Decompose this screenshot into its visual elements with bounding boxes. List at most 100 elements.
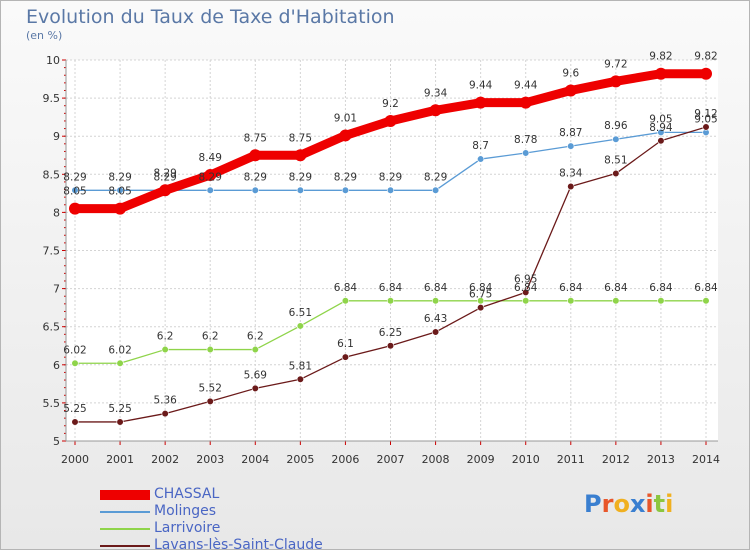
data-label: 8.96 bbox=[604, 120, 628, 132]
data-point bbox=[429, 104, 442, 117]
data-label: 8.29 bbox=[244, 171, 267, 183]
legend-swatch-chassal bbox=[100, 490, 150, 500]
data-point bbox=[206, 186, 214, 194]
data-label: 9.01 bbox=[334, 112, 357, 124]
data-label: 9.82 bbox=[649, 51, 672, 63]
data-label: 6.84 bbox=[514, 282, 538, 294]
data-label: 5.69 bbox=[244, 369, 267, 381]
data-label: 8.29 bbox=[334, 171, 357, 183]
data-label: 6.51 bbox=[289, 307, 312, 319]
data-point bbox=[206, 397, 214, 405]
data-label: 6.2 bbox=[157, 331, 174, 343]
data-label: 9.05 bbox=[694, 113, 717, 125]
data-label: 8.94 bbox=[649, 122, 673, 134]
y-tick-label: 10 bbox=[46, 54, 60, 67]
data-point bbox=[71, 418, 79, 426]
data-label: 6.84 bbox=[559, 282, 583, 294]
data-point bbox=[116, 418, 124, 426]
data-label: 6.84 bbox=[649, 282, 673, 294]
data-label: 9.82 bbox=[694, 51, 717, 63]
data-label: 9.72 bbox=[604, 58, 627, 70]
data-label: 9.44 bbox=[469, 80, 493, 92]
data-label: 8.29 bbox=[153, 167, 176, 179]
data-point bbox=[654, 67, 667, 80]
data-point bbox=[522, 288, 530, 297]
data-point bbox=[161, 345, 169, 354]
x-tick-label: 2004 bbox=[241, 453, 269, 466]
data-label: 5.36 bbox=[153, 395, 177, 407]
data-label: 5.25 bbox=[63, 403, 86, 415]
y-tick-label: 7.5 bbox=[43, 245, 61, 258]
y-tick-label: 9.5 bbox=[43, 92, 61, 105]
data-point bbox=[251, 345, 259, 354]
data-label: 8.7 bbox=[472, 140, 489, 152]
y-tick-label: 8 bbox=[53, 206, 60, 219]
x-tick-label: 2009 bbox=[467, 453, 495, 466]
data-label: 6.2 bbox=[202, 331, 219, 343]
y-tick-label: 7 bbox=[53, 283, 60, 296]
data-point bbox=[386, 342, 395, 350]
data-label: 5.52 bbox=[199, 382, 222, 394]
x-tick-label: 2007 bbox=[377, 453, 405, 466]
data-label: 9.2 bbox=[382, 98, 399, 110]
legend-swatch-larrivoire bbox=[100, 528, 150, 530]
x-tick-label: 2003 bbox=[196, 453, 224, 466]
data-label: 6.84 bbox=[694, 282, 718, 294]
x-tick-label: 2006 bbox=[331, 453, 359, 466]
data-point bbox=[612, 169, 620, 178]
data-label: 8.51 bbox=[604, 155, 627, 167]
data-label: 8.29 bbox=[63, 171, 86, 183]
data-label: 6.84 bbox=[604, 282, 628, 294]
x-tick-label: 2000 bbox=[61, 453, 89, 466]
data-point bbox=[71, 186, 79, 194]
data-point bbox=[519, 96, 532, 109]
logo-letter: r bbox=[601, 490, 614, 518]
y-tick-label: 5.5 bbox=[43, 397, 61, 410]
x-tick-label: 2008 bbox=[422, 453, 450, 466]
data-label: 6.95 bbox=[514, 273, 537, 285]
data-label: 6.2 bbox=[247, 331, 264, 343]
data-point bbox=[477, 304, 485, 312]
data-point bbox=[384, 114, 397, 127]
proxiti-logo: Proxiti bbox=[584, 490, 673, 518]
data-point bbox=[161, 409, 169, 418]
data-point bbox=[251, 384, 259, 393]
data-point bbox=[341, 353, 350, 361]
data-label: 6.84 bbox=[334, 282, 358, 294]
data-point bbox=[116, 359, 124, 367]
data-label: 8.29 bbox=[289, 171, 312, 183]
data-point bbox=[474, 96, 487, 109]
chart-subtitle: (en %) bbox=[26, 29, 63, 42]
x-tick-label: 2005 bbox=[286, 453, 314, 466]
data-label: 6.43 bbox=[424, 313, 447, 325]
data-point bbox=[612, 135, 620, 143]
x-tick-label: 2001 bbox=[106, 453, 134, 466]
data-point bbox=[206, 345, 214, 354]
data-label: 9.34 bbox=[424, 87, 448, 99]
data-label: 5.25 bbox=[108, 403, 131, 415]
data-label: 8.29 bbox=[424, 171, 447, 183]
data-label: 8.29 bbox=[379, 171, 402, 183]
x-tick-label: 2014 bbox=[692, 453, 720, 466]
legend-label: Lavans-lès-Saint-Claude bbox=[154, 537, 323, 553]
data-point bbox=[296, 375, 304, 383]
logo-letter: x bbox=[629, 490, 646, 518]
data-label: 8.49 bbox=[199, 152, 222, 164]
data-point bbox=[522, 297, 530, 305]
data-point bbox=[249, 149, 262, 162]
data-label: 6.84 bbox=[424, 282, 448, 294]
y-tick-label: 5 bbox=[53, 435, 60, 448]
legend-swatch-lavans bbox=[100, 545, 150, 547]
data-point bbox=[522, 149, 530, 157]
data-point bbox=[567, 182, 575, 191]
data-point bbox=[702, 123, 710, 131]
data-point bbox=[159, 184, 172, 197]
data-point bbox=[657, 297, 665, 305]
logo-letter: t bbox=[653, 490, 666, 518]
data-point bbox=[296, 322, 304, 330]
data-label: 8.75 bbox=[289, 132, 312, 144]
data-label: 6.75 bbox=[469, 289, 492, 301]
data-label: 9.12 bbox=[694, 108, 717, 120]
data-label: 8.87 bbox=[559, 127, 582, 139]
